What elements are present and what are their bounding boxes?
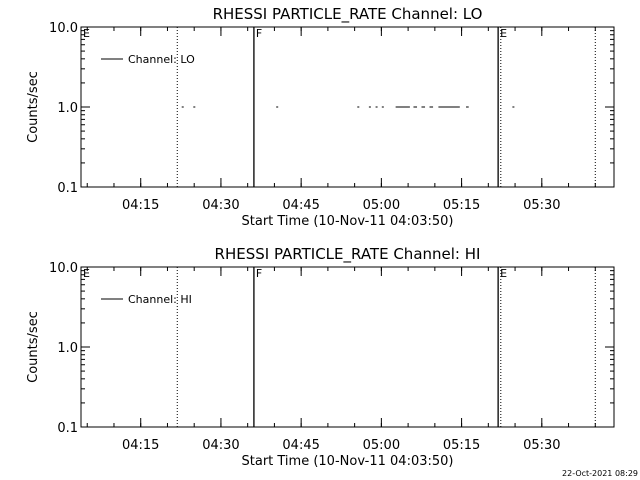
x-axis-label: Start Time (10-Nov-11 04:03:50) — [242, 214, 454, 229]
x-tick-label: 04:15 — [122, 438, 159, 453]
panel-lo: RHESSI PARTICLE_RATE Channel: LO Counts/s… — [26, 5, 615, 229]
marker-label: E — [500, 27, 507, 40]
marker-label: F — [256, 27, 262, 40]
y-tick-label: 1.0 — [57, 101, 78, 116]
y-tick-label: 0.1 — [57, 181, 78, 196]
y-tick-label: 1.0 — [57, 341, 78, 356]
x-tick-label: 05:30 — [523, 198, 560, 213]
x-tick-label: 04:45 — [282, 438, 319, 453]
legend-entry: Channel: LO — [128, 53, 195, 66]
legend-entry: Channel: HI — [128, 293, 192, 306]
y-tick-label: 10.0 — [49, 21, 78, 36]
x-tick-label: 05:15 — [443, 198, 480, 213]
x-tick-label: 05:00 — [363, 198, 400, 213]
x-tick-label: 04:15 — [122, 198, 159, 213]
marker-label: E — [83, 27, 90, 40]
panel-hi: RHESSI PARTICLE_RATE Channel: HI Counts/s… — [26, 245, 615, 469]
marker-label: E — [500, 267, 507, 280]
x-tick-label: 04:30 — [202, 438, 239, 453]
marker-label: E — [83, 267, 90, 280]
footer-timestamp: 22-Oct-2021 08:29 — [562, 469, 638, 478]
chart-title: RHESSI PARTICLE_RATE Channel: LO — [213, 5, 483, 24]
x-tick-label: 05:30 — [523, 438, 560, 453]
marker-label: F — [256, 267, 262, 280]
chart-title: RHESSI PARTICLE_RATE Channel: HI — [215, 245, 481, 264]
y-tick-label: 10.0 — [49, 261, 78, 276]
y-axis-label: Counts/sec — [26, 311, 41, 383]
x-tick-label: 05:15 — [443, 438, 480, 453]
x-tick-label: 04:45 — [282, 198, 319, 213]
y-tick-label: 0.1 — [57, 421, 78, 436]
x-axis-label: Start Time (10-Nov-11 04:03:50) — [242, 454, 454, 469]
x-tick-label: 05:00 — [363, 438, 400, 453]
y-axis-label: Counts/sec — [26, 71, 41, 143]
x-tick-label: 04:30 — [202, 198, 239, 213]
